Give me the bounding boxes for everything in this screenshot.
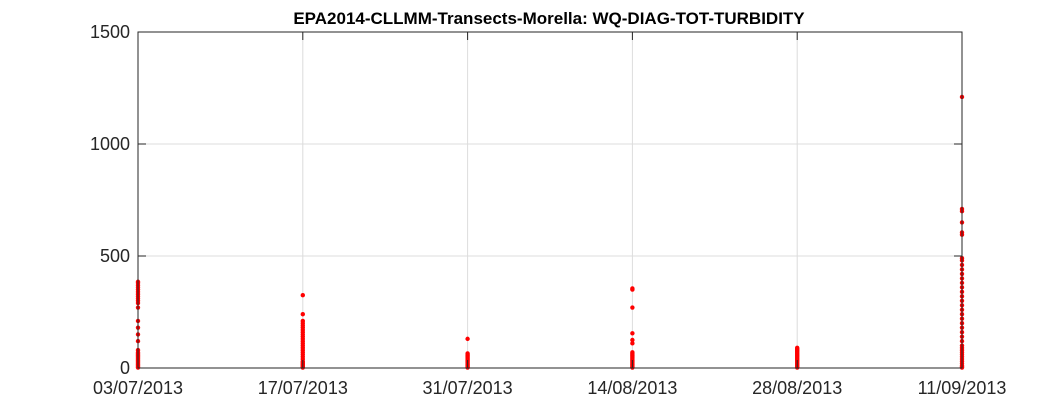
x-tick-label: 11/09/2013 <box>918 378 1007 398</box>
data-point <box>630 331 635 336</box>
data-point <box>630 305 635 310</box>
axis-ticks <box>137 31 963 369</box>
data-point <box>630 286 635 291</box>
plot-area <box>137 31 963 369</box>
y-tick-label: 1000 <box>90 134 130 154</box>
x-tick-label: 03/07/2013 <box>93 378 183 398</box>
grid <box>137 31 963 369</box>
y-tick-label: 0 <box>120 358 130 378</box>
x-tick-label: 17/07/2013 <box>258 378 348 398</box>
data-point <box>465 336 470 342</box>
data-point <box>300 318 305 324</box>
x-tick-labels: 03/07/2013 17/07/2013 31/07/2013 14/08/2013… <box>93 378 1006 398</box>
data-points <box>135 94 965 370</box>
y-tick-label: 500 <box>100 246 130 266</box>
data-point <box>465 351 470 356</box>
data-point <box>630 341 635 346</box>
data-point <box>795 345 800 351</box>
y-tick-label: 1500 <box>90 22 130 42</box>
data-point <box>630 337 635 343</box>
data-point <box>300 293 305 298</box>
x-tick-label: 14/08/2013 <box>587 378 677 398</box>
data-point <box>630 350 635 355</box>
x-tick-label: 31/07/2013 <box>423 378 513 398</box>
y-tick-labels: 0 500 1000 1500 <box>90 22 130 378</box>
chart-title: EPA2014-CLLMM-Transects-Morella: WQ-DIAG… <box>293 9 805 28</box>
x-tick-label: 28/08/2013 <box>752 378 842 398</box>
data-point <box>300 312 305 317</box>
